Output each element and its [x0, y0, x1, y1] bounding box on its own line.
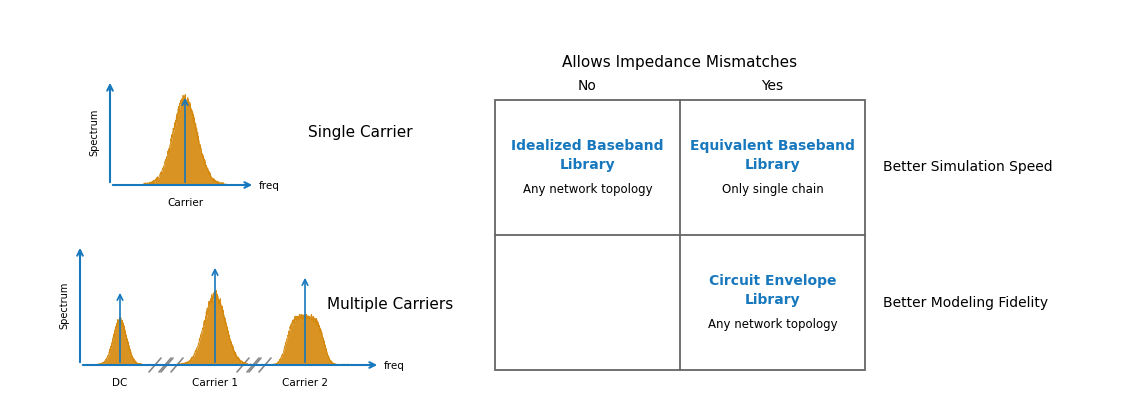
Text: Single Carrier: Single Carrier [307, 125, 412, 140]
Text: Yes: Yes [761, 79, 784, 93]
Text: No: No [578, 79, 597, 93]
Text: Idealized Baseband
Library: Idealized Baseband Library [511, 139, 663, 172]
Text: Better Simulation Speed: Better Simulation Speed [883, 160, 1053, 174]
Text: Allows Impedance Mismatches: Allows Impedance Mismatches [563, 55, 797, 71]
Text: DC: DC [113, 378, 127, 388]
Text: freq: freq [259, 181, 280, 191]
Text: Any network topology: Any network topology [707, 318, 838, 331]
Bar [495, 100, 865, 370]
Text: Only single chain: Only single chain [722, 183, 823, 196]
Text: Multiple Carriers: Multiple Carriers [327, 297, 453, 312]
Text: Carrier 2: Carrier 2 [282, 378, 328, 388]
Text: Better Modeling Fidelity: Better Modeling Fidelity [883, 296, 1048, 310]
Text: Carrier: Carrier [167, 198, 203, 208]
Text: Equivalent Baseband
Library: Equivalent Baseband Library [690, 139, 855, 172]
Text: Any network topology: Any network topology [522, 183, 652, 196]
Text: Carrier 1: Carrier 1 [193, 378, 238, 388]
Text: Spectrum: Spectrum [89, 109, 99, 156]
Text: Spectrum: Spectrum [59, 281, 69, 329]
Text: Circuit Envelope
Library: Circuit Envelope Library [708, 274, 837, 307]
Text: freq: freq [384, 361, 405, 371]
